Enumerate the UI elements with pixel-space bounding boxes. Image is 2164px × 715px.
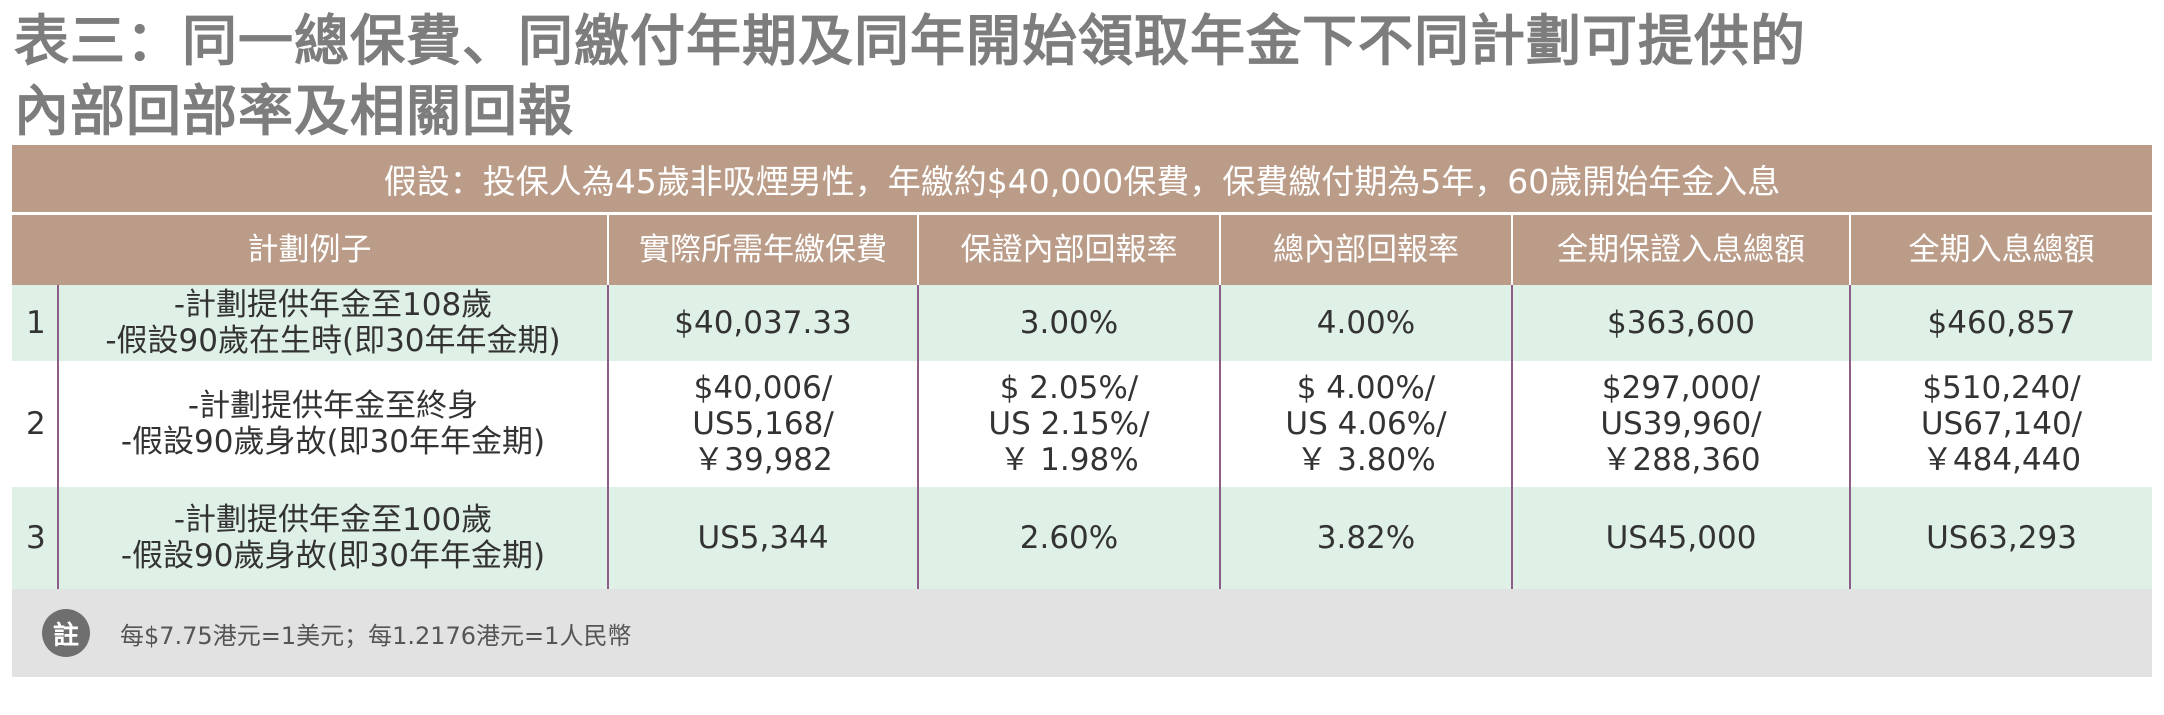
assumption-banner: 假設：投保人為45歲非吸煙男性，年繳約$40,000保費，保費繳付期為5年，60… xyxy=(12,145,2152,215)
header-total-irr: 總內部回報率 xyxy=(1221,215,1513,285)
table-row: 2 -計劃提供年金至終身 -假設90歲身故(即30年年金期) $40,006/US… xyxy=(12,361,2152,487)
annual-premium-cell: $40,037.33 xyxy=(609,285,919,361)
plan-description: -計劃提供年金至108歲 -假設90歲在生時(即30年年金期) xyxy=(59,285,609,361)
note-badge: 註 xyxy=(42,609,90,657)
header-annual-premium: 實際所需年繳保費 xyxy=(609,215,919,285)
plan-description: -計劃提供年金至100歲 -假設90歲身故(即30年年金期) xyxy=(59,487,609,589)
guaranteed-irr-cell: 2.60% xyxy=(919,487,1221,589)
footnote: 註 每$7.75港元=1美元；每1.2176港元=1人民幣 xyxy=(12,589,2152,677)
annual-premium-cell: US5,344 xyxy=(609,487,919,589)
total-irr-cell: $ 4.00%/US 4.06%/￥ 3.80% xyxy=(1221,361,1513,487)
annual-premium-cell: $40,006/US5,168/￥39,982 xyxy=(609,361,919,487)
table-row: 1 -計劃提供年金至108歲 -假設90歲在生時(即30年年金期) $40,037… xyxy=(12,285,2152,361)
header-guaranteed-irr: 保證內部回報率 xyxy=(919,215,1221,285)
total-irr-cell: 3.82% xyxy=(1221,487,1513,589)
header-plan-example: 計劃例子 xyxy=(12,215,609,285)
row-number: 3 xyxy=(12,487,59,589)
guaranteed-income-cell: $297,000/US39,960/￥288,360 xyxy=(1513,361,1851,487)
total-income-cell: $460,857 xyxy=(1927,305,2076,341)
guaranteed-income-cell: US45,000 xyxy=(1513,487,1851,589)
header-total-income: 全期入息總額 xyxy=(1908,232,2095,268)
title-line-2: 內部回部率及相關回報 xyxy=(14,79,575,143)
header-guaranteed-income: 全期保證入息總額 xyxy=(1513,215,1851,285)
page-title: 表三：同一總保費、同繳付年期及同年開始領取年金下不同計劃可提供的 內部回部率及相… xyxy=(14,6,1806,146)
total-income-cell: US63,293 xyxy=(1926,520,2077,556)
plan-description: -計劃提供年金至終身 -假設90歲身故(即30年年金期) xyxy=(59,361,609,487)
guaranteed-irr-cell: 3.00% xyxy=(919,285,1221,361)
total-irr-cell: 4.00% xyxy=(1221,285,1513,361)
guaranteed-income-cell: $363,600 xyxy=(1513,285,1851,361)
guaranteed-irr-cell: $ 2.05%/US 2.15%/￥ 1.98% xyxy=(919,361,1221,487)
table-row: 3 -計劃提供年金至100歲 -假設90歲身故(即30年年金期) US5,344 … xyxy=(12,487,2152,589)
table-header-row: 計劃例子 實際所需年繳保費 保證內部回報率 總內部回報率 全期保證入息總額 全期… xyxy=(12,215,2152,285)
note-text: 每$7.75港元=1美元；每1.2176港元=1人民幣 xyxy=(120,621,632,650)
row-number: 2 xyxy=(12,361,59,487)
total-income-cell: $510,240/US67,140/￥484,440 xyxy=(1920,370,2083,478)
row-number: 1 xyxy=(12,285,59,361)
title-line-1: 表三：同一總保費、同繳付年期及同年開始領取年金下不同計劃可提供的 xyxy=(14,9,1807,73)
comparison-table: 假設：投保人為45歲非吸煙男性，年繳約$40,000保費，保費繳付期為5年，60… xyxy=(12,145,2152,677)
